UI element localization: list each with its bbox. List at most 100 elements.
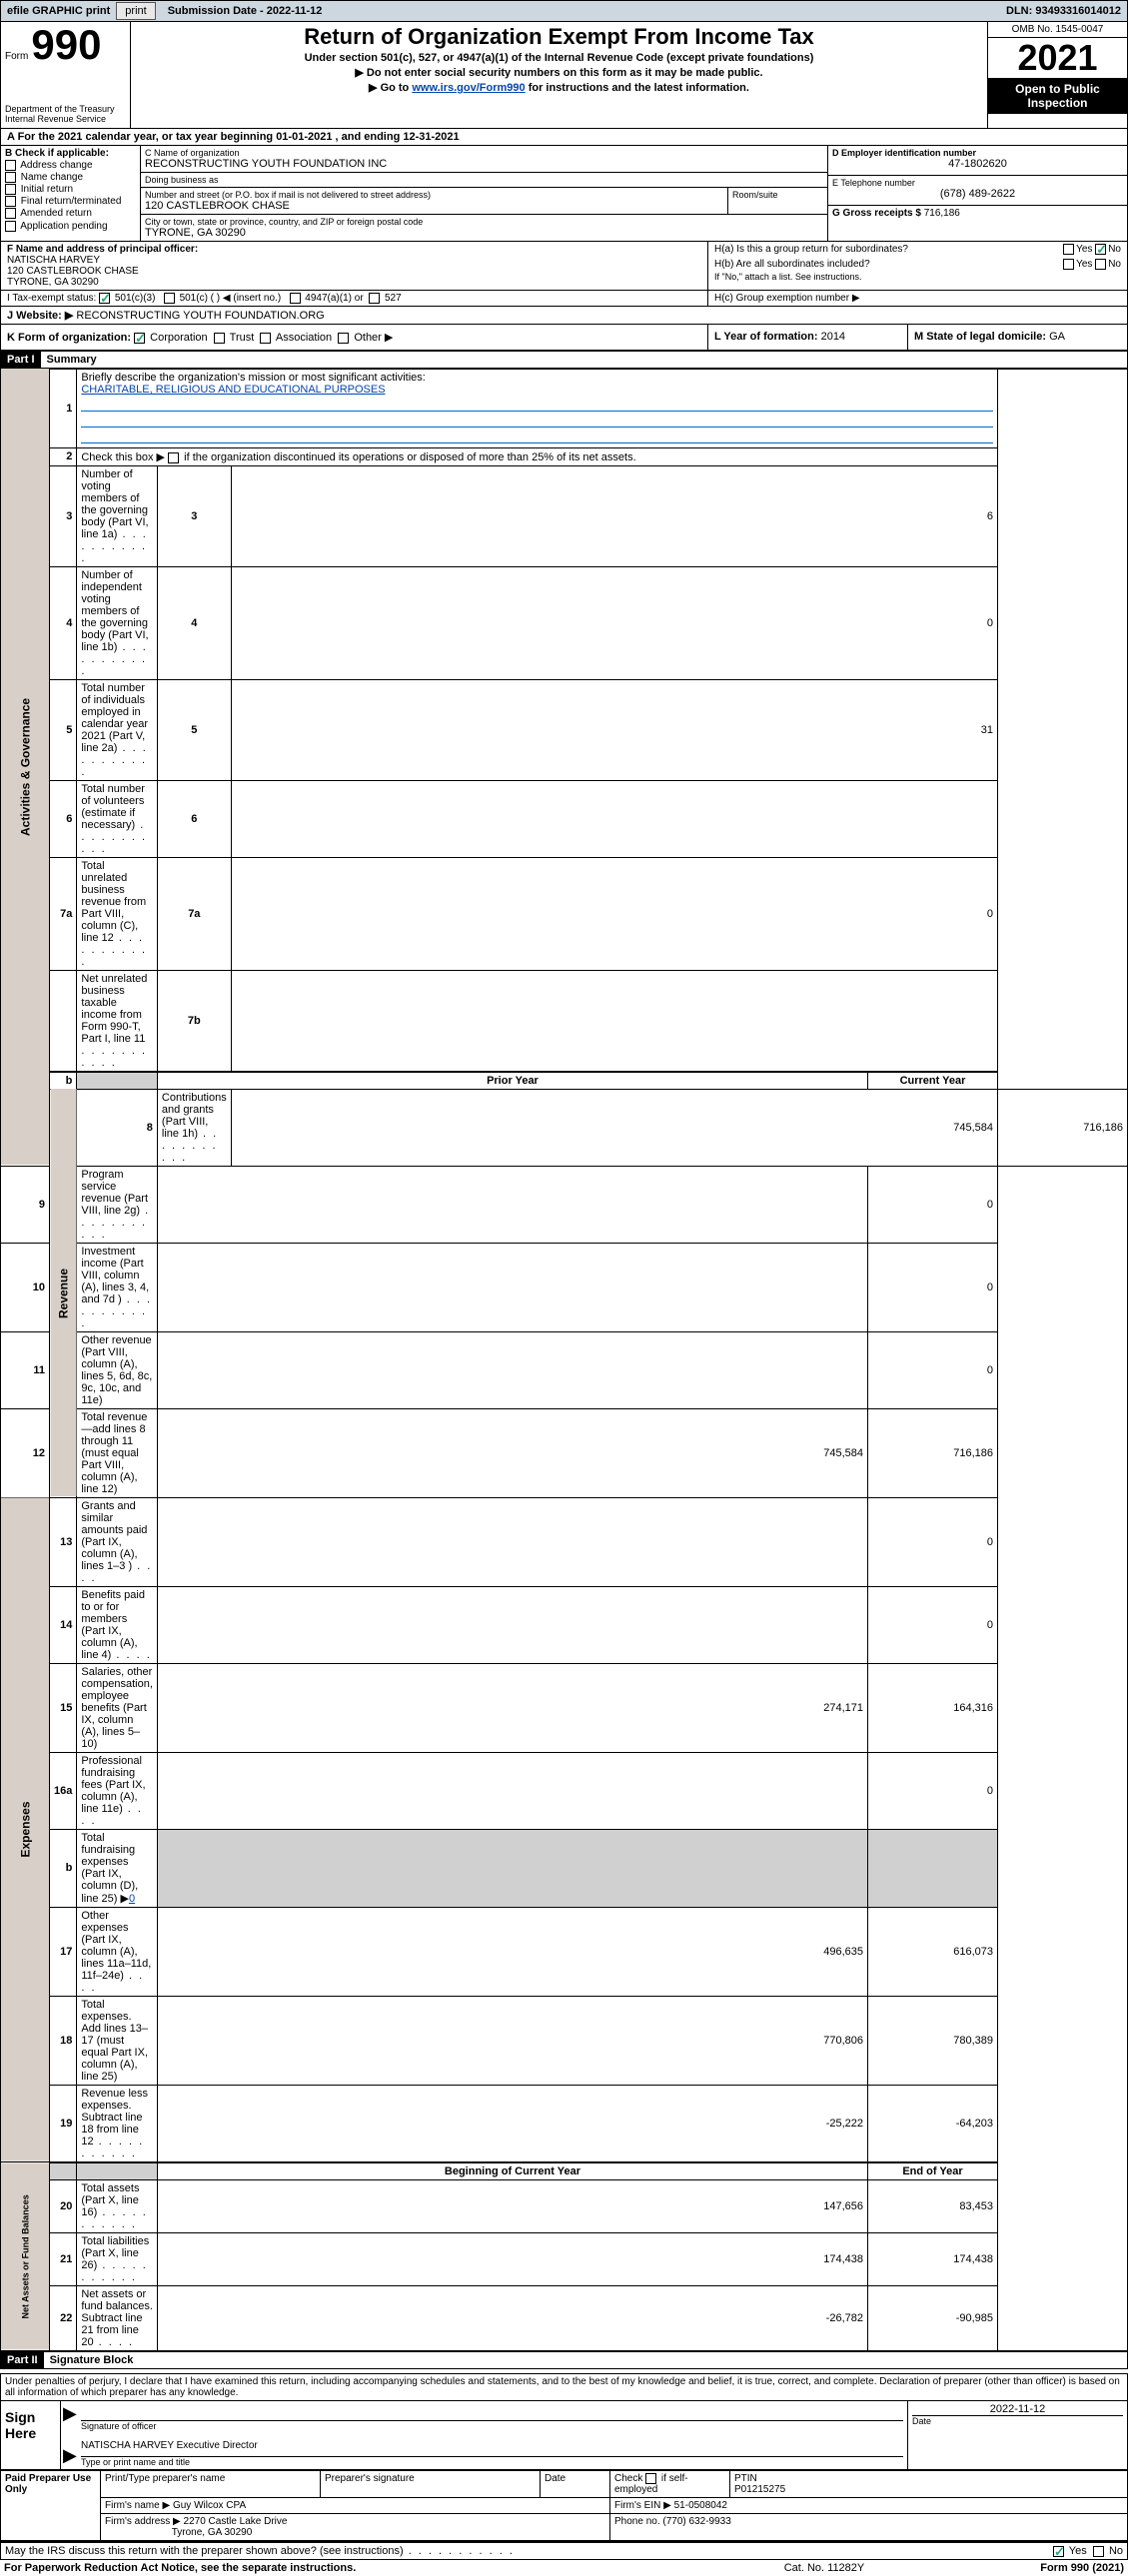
c9: 0 xyxy=(868,1166,998,1243)
r11-desc: Other revenue (Part VIII, column (A), li… xyxy=(77,1331,158,1408)
r10-desc: Investment income (Part VIII, column (A)… xyxy=(77,1243,158,1331)
city-label: City or town, state or province, country… xyxy=(145,217,823,227)
v7b xyxy=(231,970,997,1072)
q7a-desc: Total unrelated business revenue from Pa… xyxy=(77,857,158,970)
row-m-state: M State of legal domicile: GA xyxy=(907,325,1127,350)
submission-date: Submission Date - 2022-11-12 xyxy=(162,5,329,17)
p14 xyxy=(157,1586,867,1663)
c19: -64,203 xyxy=(868,2085,998,2162)
chk-address-change[interactable] xyxy=(5,160,16,171)
firm-name-cell: Firm's name ▶ Guy Wilcox CPA xyxy=(101,2498,610,2514)
v5: 31 xyxy=(231,679,997,780)
form-header: Form 990 Department of the Treasury Inte… xyxy=(0,22,1128,128)
fundraising-link[interactable]: 0 xyxy=(129,1893,135,1905)
prep-sig-hdr: Preparer's signature xyxy=(321,2470,541,2497)
p12: 745,584 xyxy=(157,1408,867,1497)
signature-area: ▶ Signature of officer ▶ NATISCHA HARVEY… xyxy=(61,2401,907,2469)
chk-hb-yes[interactable] xyxy=(1063,259,1074,270)
org-info-block: B Check if applicable: Address change Na… xyxy=(0,146,1128,352)
chk-initial-return[interactable] xyxy=(5,184,16,195)
chk-527[interactable] xyxy=(369,293,380,304)
part1-header-row: Part I Summary xyxy=(0,352,1128,369)
p15: 274,171 xyxy=(157,1663,867,1752)
chk-amended[interactable] xyxy=(5,208,16,219)
print-button[interactable]: print xyxy=(116,2,155,20)
chk-app-pending[interactable] xyxy=(5,221,16,232)
r9-desc: Program service revenue (Part VIII, line… xyxy=(77,1166,158,1243)
side-revenue: Revenue xyxy=(50,1089,77,1497)
chk-name-change[interactable] xyxy=(5,172,16,183)
officer-name: NATISCHA HARVEY xyxy=(7,255,100,266)
sign-here-label: Sign Here xyxy=(1,2401,61,2469)
form-footer: Form 990 (2021) xyxy=(924,2562,1124,2574)
r21-desc: Total liabilities (Part X, line 26) xyxy=(77,2232,158,2285)
officer-name-line: NATISCHA HARVEY Executive Director xyxy=(81,2439,903,2457)
chk-ha-no[interactable] xyxy=(1095,244,1106,255)
b22: -26,782 xyxy=(157,2285,867,2350)
chk-discuss-no[interactable] xyxy=(1093,2546,1104,2557)
row-a-tax-year: A For the 2021 calendar year, or tax yea… xyxy=(0,128,1128,146)
col-d-right: D Employer identification number 47-1802… xyxy=(827,146,1127,241)
chk-trust[interactable] xyxy=(214,333,225,344)
end-year-hdr: End of Year xyxy=(868,2162,998,2180)
name-title-label: Type or print name and title xyxy=(81,2457,903,2467)
p8: 745,584 xyxy=(231,1089,997,1166)
addr-label: Number and street (or P.O. box if mail i… xyxy=(145,190,723,200)
chk-4947[interactable] xyxy=(290,293,301,304)
r22-desc: Net assets or fund balances. Subtract li… xyxy=(77,2285,158,2350)
chk-discontinued[interactable] xyxy=(168,452,179,463)
chk-corp[interactable] xyxy=(134,333,145,344)
room-label: Room/suite xyxy=(732,190,823,200)
prep-self-hdr: Check if self-employed xyxy=(610,2470,730,2497)
form-number: 990 xyxy=(31,21,101,68)
b20: 147,656 xyxy=(157,2179,867,2232)
firm-phone-cell: Phone no. (770) 632-9933 xyxy=(610,2514,1128,2541)
irs-discuss-row: May the IRS discuss this return with the… xyxy=(0,2541,1128,2560)
bottom-row: For Paperwork Reduction Act Notice, see … xyxy=(0,2560,1128,2576)
chk-assoc[interactable] xyxy=(260,333,271,344)
chk-final-return[interactable] xyxy=(5,196,16,207)
cat-no: Cat. No. 11282Y xyxy=(724,2562,924,2574)
r17-desc: Other expenses (Part IX, column (A), lin… xyxy=(77,1907,158,1996)
col-c-org: C Name of organization RECONSTRUCTING YO… xyxy=(141,146,827,241)
q5-desc: Total number of individuals employed in … xyxy=(77,679,158,780)
chk-self-employed[interactable] xyxy=(645,2473,656,2484)
r13-desc: Grants and similar amounts paid (Part IX… xyxy=(77,1497,158,1586)
p9 xyxy=(157,1166,867,1243)
mission-link[interactable]: CHARITABLE, RELIGIOUS AND EDUCATIONAL PU… xyxy=(81,384,385,396)
addr-value: 120 CASTLEBROOK CHASE xyxy=(145,200,723,212)
open-inspection: Open to Public Inspection xyxy=(988,78,1127,114)
q2-cell: Check this box ▶ if the organization dis… xyxy=(77,447,998,465)
chk-hb-no[interactable] xyxy=(1095,259,1106,270)
tel-label: E Telephone number xyxy=(832,178,1123,188)
current-year-hdr: Current Year xyxy=(868,1072,998,1090)
r15-desc: Salaries, other compensation, employee b… xyxy=(77,1663,158,1752)
v4: 0 xyxy=(231,566,997,679)
side-net: Net Assets or Fund Balances xyxy=(1,2162,50,2351)
summary-table: Activities & Governance 1 Briefly descri… xyxy=(0,369,1128,2351)
e22: -90,985 xyxy=(868,2285,998,2350)
e21: 174,438 xyxy=(868,2232,998,2285)
dln-label: DLN: 93493316014012 xyxy=(1000,5,1127,17)
irs-discuss-q: May the IRS discuss this return with the… xyxy=(5,2545,1053,2557)
irs-link[interactable]: www.irs.gov/Form990 xyxy=(412,82,525,94)
chk-ha-yes[interactable] xyxy=(1063,244,1074,255)
c13: 0 xyxy=(868,1497,998,1586)
part2-header-row: Part II Signature Block xyxy=(0,2351,1128,2369)
c12: 716,186 xyxy=(868,1408,998,1497)
row-k-form-org: K Form of organization: Corporation Trus… xyxy=(1,325,707,350)
ein-value: 47-1802620 xyxy=(832,158,1123,170)
chk-501c[interactable] xyxy=(164,293,175,304)
q4-desc: Number of independent voting members of … xyxy=(77,566,158,679)
p19: -25,222 xyxy=(157,2085,867,2162)
city-value: TYRONE, GA 30290 xyxy=(145,227,823,239)
chk-discuss-yes[interactable] xyxy=(1053,2546,1064,2557)
chk-other[interactable] xyxy=(338,333,349,344)
form-title: Return of Organization Exempt From Incom… xyxy=(135,24,983,50)
subtitle-3: ▶ Go to www.irs.gov/Form990 for instruct… xyxy=(135,81,983,94)
r14-desc: Benefits paid to or for members (Part IX… xyxy=(77,1586,158,1663)
col-b-checkboxes: B Check if applicable: Address change Na… xyxy=(1,146,141,241)
row-l-year: L Year of formation: 2014 xyxy=(707,325,907,350)
chk-501c3[interactable] xyxy=(99,293,110,304)
perjury-declaration: Under penalties of perjury, I declare th… xyxy=(1,2374,1127,2401)
